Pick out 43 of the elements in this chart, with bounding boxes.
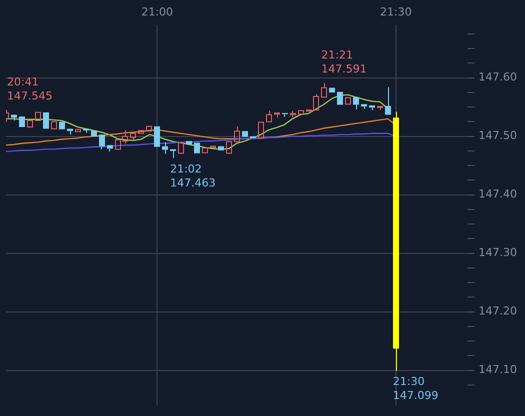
annotation: 21:02 147.463 xyxy=(170,162,216,190)
annotation: 21:30 147.099 xyxy=(392,375,438,402)
candlestick xyxy=(353,97,359,110)
y-tick-label: 147.40 xyxy=(478,188,518,201)
candlestick xyxy=(107,145,113,152)
candlestick xyxy=(11,114,17,122)
candlestick xyxy=(345,97,351,105)
candlestick xyxy=(154,126,160,147)
x-tick-label: 21:00 xyxy=(141,5,174,18)
candlestick xyxy=(43,112,49,129)
candlestick xyxy=(67,128,73,136)
y-tick-label: 147.10 xyxy=(478,363,518,376)
x-tick-label: 21:30 xyxy=(380,5,412,18)
candlestick xyxy=(51,121,57,130)
candlestick xyxy=(321,82,327,98)
y-tick-label: 147.60 xyxy=(478,70,518,84)
annotation: 21:21 147.591 xyxy=(321,48,367,76)
y-tick-label: 147.30 xyxy=(478,246,518,260)
candlestick xyxy=(170,149,176,158)
candlestick xyxy=(75,128,81,132)
candlestick xyxy=(258,122,264,139)
y-tick-label: 147.20 xyxy=(478,304,518,318)
candlestick xyxy=(146,126,152,132)
candlestick xyxy=(337,92,343,105)
candlestick xyxy=(35,112,41,122)
candlestick xyxy=(298,110,304,115)
candlestick xyxy=(186,141,192,145)
candlestick xyxy=(19,116,25,127)
candlestick xyxy=(242,131,248,137)
candlestick xyxy=(91,130,97,136)
candlestick xyxy=(138,130,144,134)
candlestick xyxy=(59,122,65,130)
candlestick xyxy=(162,142,168,154)
candlestick xyxy=(226,141,232,154)
candlestick xyxy=(361,104,367,110)
candlestick xyxy=(385,86,391,115)
candlestick xyxy=(27,120,33,128)
annotation: 20:41 147.545 xyxy=(7,75,52,102)
candlestick xyxy=(194,142,200,154)
y-tick-label: 147.50 xyxy=(478,129,518,142)
candlestick xyxy=(178,142,184,154)
candlestick xyxy=(83,128,89,134)
candlestick xyxy=(202,148,208,154)
